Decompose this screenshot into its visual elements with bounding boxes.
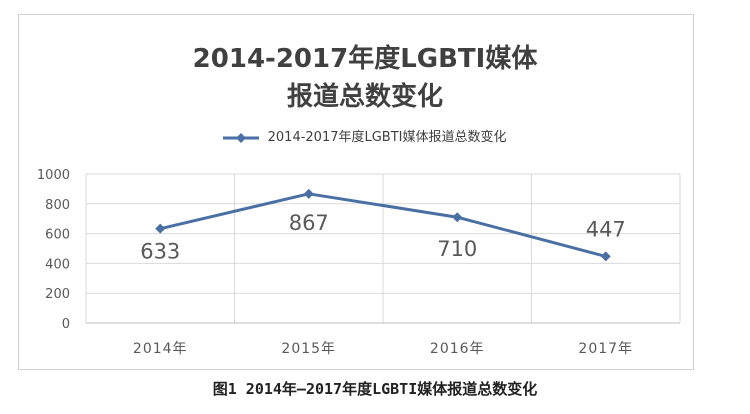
chart-title-line-2: 报道总数变化: [286, 82, 443, 112]
data-label-1: 867: [289, 211, 329, 235]
legend-marker-icon: [223, 132, 260, 144]
data-label-3: 447: [586, 217, 626, 241]
chart-title-line-1: 2014-2017年度LGBTI媒体: [192, 44, 538, 74]
chart-frame: [18, 14, 694, 370]
figure-caption: 图1 2014年—2017年度LGBTI媒体报道总数变化: [212, 380, 538, 398]
plot-area: 0 200 400 600 800 1000 2014年 2015年 2016年 2017年 633…: [37, 168, 681, 357]
y-tick-label-2: 400: [45, 257, 70, 272]
data-label-0: 633: [140, 240, 180, 264]
y-tick-label-3: 600: [45, 228, 70, 243]
data-label-2: 710: [437, 237, 477, 261]
x-tick-label-2: 2016年: [430, 341, 485, 357]
y-tick-label-1: 200: [45, 287, 70, 302]
legend-label: 2014-2017年度LGBTI媒体报道总数变化: [267, 130, 507, 145]
x-tick-label-1: 2015年: [281, 341, 336, 357]
legend: 2014-2017年度LGBTI媒体报道总数变化: [0, 128, 730, 149]
series-line: [158, 192, 608, 258]
y-tick-label-0: 0: [62, 317, 70, 332]
x-tick-label-3: 2017年: [578, 341, 633, 357]
data-point-1: [303, 188, 314, 199]
data-point-2: [452, 212, 463, 223]
data-point-3: [600, 251, 611, 262]
y-tick-label-5: 1000: [37, 168, 70, 183]
x-tick-label-0: 2014年: [133, 341, 188, 357]
data-point-0: [155, 223, 166, 234]
y-tick-label-4: 800: [45, 198, 70, 213]
